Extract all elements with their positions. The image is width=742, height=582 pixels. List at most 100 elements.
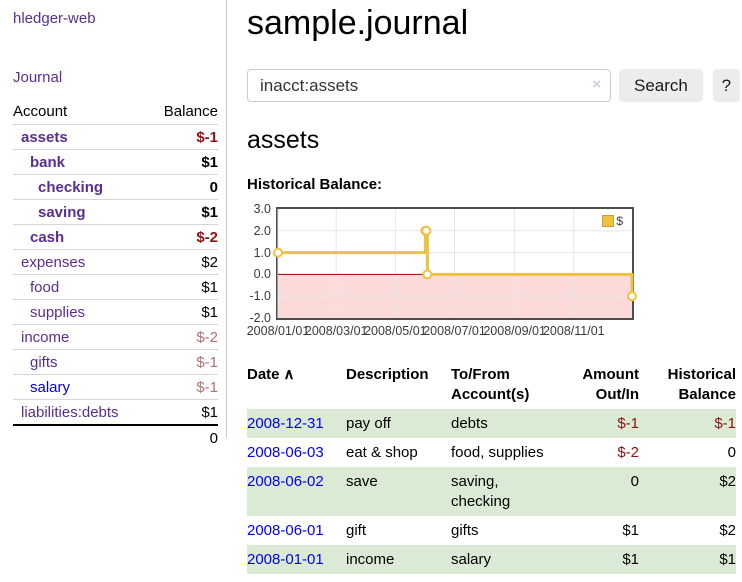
account-link[interactable]: expenses	[21, 254, 86, 271]
cell-date: 2008-12-31	[247, 409, 346, 438]
clear-search-icon[interactable]: ×	[592, 76, 601, 93]
account-cell: gifts	[13, 349, 149, 375]
chart-plot-area: $	[273, 207, 637, 320]
col-date[interactable]: Date ∧	[247, 366, 295, 383]
cell-amount: $-2	[617, 444, 639, 461]
accounts-total-row: 0	[13, 424, 218, 450]
cell-accounts: debts	[451, 409, 551, 438]
cell-description: gift	[346, 522, 367, 539]
account-balance: $-2	[148, 224, 218, 250]
cell-date: 2008-06-03	[247, 438, 346, 467]
help-button[interactable]: ?	[712, 69, 740, 102]
account-link[interactable]: cash	[30, 229, 65, 246]
cell-description: eat & shop	[346, 444, 418, 461]
account-balance: $-2	[148, 324, 218, 350]
account-balance: 0	[148, 174, 218, 200]
cell-description: pay off	[346, 409, 451, 438]
accounts-col-balance: Balance	[163, 103, 218, 120]
main-content: sample.journal × Search ? assets Histori…	[227, 0, 742, 574]
account-balance: $1	[148, 199, 218, 225]
x-axis-tick: 2008/11/01	[542, 324, 605, 338]
account-balance: $1	[148, 299, 218, 325]
account-row: assets $-1	[13, 124, 218, 150]
account-row: salary $-1	[13, 374, 218, 400]
account-link[interactable]: assets	[21, 129, 68, 146]
cell-amount: 0	[551, 467, 639, 516]
account-row: bank $1	[13, 149, 218, 175]
y-axis-tick: -1.0	[249, 289, 271, 304]
balance-chart: $ 3.0 2.0 1.0 0.0 -1.0 -2.0 2008/01/01 2008/03/…	[247, 203, 740, 341]
account-cell: cash	[13, 224, 149, 250]
account-balance: $1	[148, 274, 218, 300]
account-link[interactable]: gifts	[30, 354, 58, 371]
account-row: saving $1	[13, 199, 218, 225]
transaction-date-link[interactable]: 2008-06-02	[247, 473, 324, 490]
account-cell: salary	[13, 374, 149, 400]
transaction-row: 2008-06-02 save saving, checking 0 $2	[247, 467, 736, 516]
accounts-total-value: 0	[148, 424, 218, 450]
account-row: cash $-2	[13, 224, 218, 250]
account-balance: $-1	[148, 374, 218, 400]
transaction-date-link[interactable]: 2008-06-03	[247, 444, 324, 461]
x-axis-tick: 2008/05/01	[364, 324, 427, 338]
account-link[interactable]: saving	[38, 204, 86, 221]
account-heading: assets	[247, 126, 320, 154]
account-row: gifts $-1	[13, 349, 218, 375]
col-description: Description	[346, 366, 429, 383]
search-button[interactable]: Search	[619, 69, 703, 102]
cell-accounts: saving, checking	[451, 467, 551, 516]
cell-balance: $1	[639, 545, 736, 574]
x-axis-tick: 2008/07/01	[423, 324, 486, 338]
sort-asc-icon: ∧	[283, 366, 295, 383]
app-title-link[interactable]: hledger-web	[13, 10, 96, 27]
chart-canvas	[273, 209, 637, 318]
account-link[interactable]: food	[30, 279, 60, 296]
cell-description: income	[346, 545, 451, 574]
search-form: × Search ?	[247, 69, 740, 102]
y-axis-tick: 1.0	[253, 245, 271, 260]
account-balance: $-1	[148, 124, 218, 150]
account-link[interactable]: liabilities:debts	[21, 404, 119, 421]
legend-label: $	[616, 214, 623, 228]
search-input[interactable]	[247, 69, 611, 102]
account-link[interactable]: bank	[30, 154, 66, 171]
page-title: sample.journal	[247, 4, 469, 42]
account-balance: $1	[148, 149, 218, 175]
account-cell: expenses	[13, 249, 149, 275]
legend-swatch-icon	[602, 215, 615, 227]
account-cell: income	[13, 324, 149, 350]
account-cell: saving	[13, 199, 149, 225]
account-cell: supplies	[13, 299, 149, 325]
transaction-date-link[interactable]: 2008-12-31	[247, 415, 324, 432]
transaction-date-link[interactable]: 2008-01-01	[247, 551, 324, 568]
account-link[interactable]: salary	[30, 379, 71, 396]
cell-accounts: food, supplies	[451, 444, 544, 461]
chart-section-label: Historical Balance:	[247, 176, 383, 193]
x-axis-tick: 2008/09/01	[483, 324, 546, 338]
cell-balance: $-1	[639, 409, 736, 438]
x-axis-tick: 2008/03/01	[304, 324, 368, 338]
account-row: liabilities:debts $1	[13, 399, 218, 425]
sidebar: hledger-web Journal Account Balance asse…	[0, 0, 227, 450]
account-row: supplies $1	[13, 299, 218, 325]
cell-balance: $2	[639, 467, 736, 516]
account-link[interactable]: income	[21, 329, 70, 346]
sidebar-item-journal[interactable]: Journal	[13, 69, 63, 86]
chart-legend: $	[602, 214, 623, 228]
cell-balance: 0	[727, 444, 736, 461]
accounts-total-spacer	[13, 424, 149, 450]
cell-balance: $2	[719, 522, 736, 539]
y-axis-tick: 2.0	[253, 223, 271, 238]
account-balance: $-1	[148, 349, 218, 375]
y-axis-tick: 3.0	[253, 202, 271, 216]
cell-date: 2008-06-01	[247, 516, 346, 545]
cell-accounts: gifts	[451, 522, 479, 539]
account-cell: assets	[13, 124, 149, 150]
account-row: income $-2	[13, 324, 218, 350]
account-link[interactable]: supplies	[30, 304, 86, 321]
account-link[interactable]: checking	[38, 179, 104, 196]
account-cell: bank	[13, 149, 149, 175]
transaction-date-link[interactable]: 2008-06-01	[247, 522, 324, 539]
account-row: expenses $2	[13, 249, 218, 275]
